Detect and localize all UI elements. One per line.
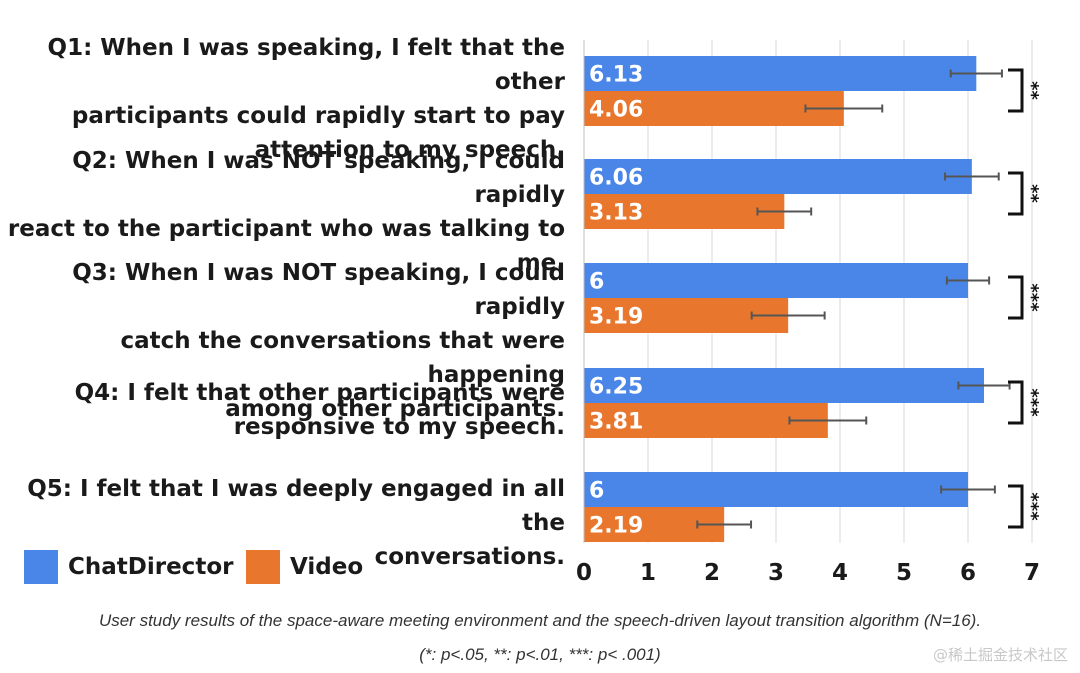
legend-label-video: Video [290,554,364,580]
bar-chatdirector-q3 [584,263,968,298]
value-label-video-q4: 3.81 [589,410,643,435]
value-label-chatdirector-q1: 6.13 [589,63,643,88]
question-label-line: Q2: When I was NOT speaking, I could rap… [72,148,565,208]
value-label-chatdirector-q2: 6.06 [589,166,643,191]
question-label-line: Q5: I felt that I was deeply engaged in … [27,476,565,536]
question-label-line: Q1: When I was speaking, I felt that the… [47,35,565,95]
value-label-video-q3: 3.19 [589,305,643,330]
value-label-video-q5: 2.19 [589,514,643,539]
watermark: @稀土掘金技术社区 [932,646,1068,664]
x-tick-label: 6 [960,560,976,586]
x-tick-label: 5 [896,560,912,586]
x-tick-label: 3 [768,560,784,586]
value-label-chatdirector-q5: 6 [589,479,604,504]
question-label-q2: Q2: When I was NOT speaking, I could rap… [5,144,565,280]
bar-video-q1 [584,91,844,126]
question-label-line: Q4: I felt that other participants were [74,380,565,406]
significance-bracket-q4 [1008,380,1024,425]
significance-stars-q4: *** [1021,388,1042,417]
x-tick-label: 7 [1024,560,1040,586]
x-tick-label: 2 [704,560,720,586]
significance-bracket-q1 [1008,68,1024,113]
question-label-line: Q3: When I was NOT speaking, I could rap… [72,260,565,320]
bar-video-q4 [584,403,828,438]
question-label-q4: Q4: I felt that other participants were r… [5,376,565,444]
question-label-line: responsive to my speech. [233,414,565,440]
x-tick-label: 0 [576,560,592,586]
significance-stars-q2: ** [1021,184,1042,203]
value-label-chatdirector-q4: 6.25 [589,375,643,400]
significance-bracket-q2 [1008,171,1024,216]
significance-stars-q3: *** [1021,283,1042,312]
question-label-line: me. [516,250,565,276]
legend-item-video: Video [246,550,363,584]
bar-video-q2 [584,194,785,229]
significance-stars-q1: ** [1021,81,1042,100]
value-label-chatdirector-q3: 6 [589,270,604,295]
question-label-q5: Q5: I felt that I was deeply engaged in … [5,472,565,574]
question-label-q3: Q3: When I was NOT speaking, I could rap… [5,256,565,426]
question-label-line: attention to my speech. [254,137,565,163]
bar-chatdirector-q1 [584,56,977,91]
question-label-line: among other participants. [225,396,565,422]
significance-bracket-q3 [1008,275,1024,320]
question-label-line: react to the participant who was talking… [7,216,565,242]
legend-item-chatdirector: ChatDirector [24,550,233,584]
x-tick-label: 4 [832,560,848,586]
bar-chatdirector-q5 [584,472,968,507]
question-label-line: conversations. [374,544,565,570]
legend-swatch-chatdirector [24,550,58,584]
question-label-line: participants could rapidly start to pay [71,103,565,129]
bar-chatdirector-q2 [584,159,972,194]
value-label-video-q2: 3.13 [589,201,643,226]
significance-bracket-q5 [1008,484,1024,529]
caption-line-2: (*: p<.05, **: p<.01, ***: p< .001) [419,645,661,664]
value-label-video-q1: 4.06 [589,98,643,123]
significance-stars-q5: *** [1021,492,1042,521]
legend-label-chatdirector: ChatDirector [68,554,234,580]
x-tick-label: 1 [640,560,656,586]
caption-line-1: User study results of the space-aware me… [98,611,982,630]
legend-swatch-video [246,550,280,584]
question-label-q1: Q1: When I was speaking, I felt that the… [5,31,565,167]
question-label-line: catch the conversations that were happen… [120,328,565,388]
bar-chatdirector-q4 [584,368,984,403]
